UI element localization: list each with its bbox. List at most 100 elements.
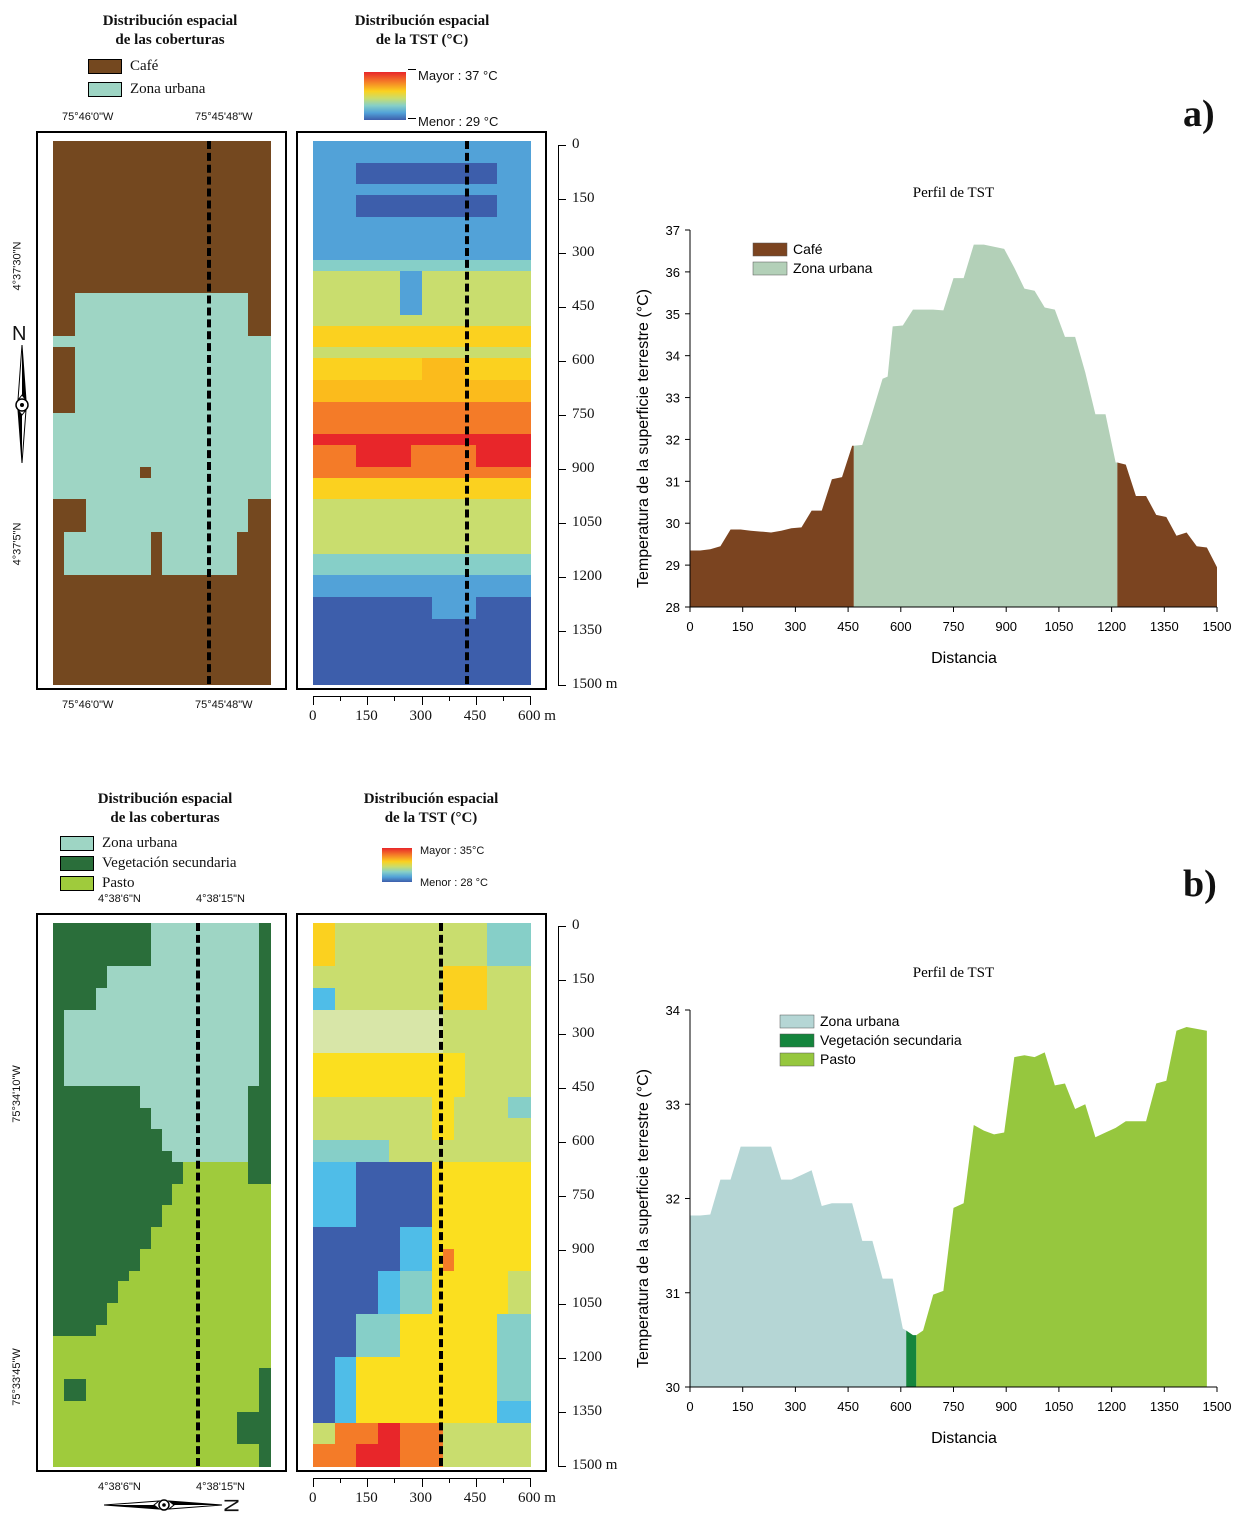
cover-cell [248,1400,260,1413]
tst-cell [323,195,336,207]
cover-cell [237,1064,249,1076]
tst-cell [432,1389,444,1402]
tst-cell [378,1031,390,1044]
profile-area-pasto [916,1026,1207,1387]
tst-cell [454,1400,466,1413]
cover-cell [161,1172,173,1185]
tst-cell [508,423,520,435]
cover-cell [128,184,141,196]
tst-cell [313,1172,325,1185]
cover-cell [63,293,76,305]
tst-cell [378,369,390,381]
profile-area-café [1117,462,1217,607]
tst-cell [410,390,423,403]
tst-cell [443,977,455,989]
tst-cell [443,1183,455,1196]
cover-cell [63,227,76,240]
cover-cell [248,1118,260,1130]
y-tick-label: 32 [666,1192,680,1207]
tst-cell [443,1151,455,1163]
tst-cell [399,662,412,674]
cover-cell [107,1379,119,1391]
cover-cell [118,607,130,620]
tst-cell [475,510,488,522]
tst-cell [345,401,357,414]
cover-cell [150,466,163,479]
cover-cell [161,651,173,663]
tst-cell [399,1151,412,1163]
tst-cell [464,1281,477,1293]
tst-cell [443,466,455,479]
tst-cell [345,988,357,1000]
cover-cell [63,1151,76,1163]
tst-cell [313,401,325,414]
tst-cell [410,282,423,294]
cover-cell [259,1368,271,1380]
cover-cell [74,999,87,1011]
cover-cell [204,1118,217,1130]
cover-cell [204,1075,217,1087]
tst-cell [345,325,357,338]
tst-cell [519,1270,531,1282]
cover-cell [259,1053,271,1065]
cover-cell [74,1085,87,1098]
tst-cell [443,1064,455,1076]
cover-cell [118,923,130,935]
tst-cell [313,1205,325,1217]
tst-cell [443,1324,455,1337]
tst-cell [367,1031,379,1044]
tst-cell [388,1161,401,1174]
tst-cell [313,325,325,338]
tst-cell [334,423,347,435]
tst-cell [399,607,412,620]
distance-tick-label: 750 [572,406,595,422]
tst-cell [508,1248,520,1261]
cover-cell [139,944,152,957]
cover-cell [96,325,108,338]
cover-cell [150,217,163,229]
tst-cell [334,553,347,566]
cover-cell [204,1107,217,1120]
cover-cell [74,1270,87,1282]
cover-cell [74,575,87,587]
tst-cell [345,499,357,511]
cover-cell [74,151,87,164]
tst-cell [475,1379,488,1391]
tst-cell [410,238,423,251]
tst-cell [367,988,379,1000]
tst-cell [313,564,325,576]
tst-cell [443,1129,455,1141]
cover-cell [118,195,130,207]
tst-cell [367,1281,379,1293]
tst-cell [464,597,477,609]
cover-cell [74,542,87,555]
cover-cell [183,586,195,598]
tst-cell [334,488,347,500]
tst-cell [421,1411,433,1424]
cover-cell [172,1270,184,1282]
tst-cell [313,1194,325,1206]
cover-cell [161,1346,173,1358]
tst-cell [464,999,477,1011]
cover-cell [96,521,108,533]
cover-cell [53,651,65,663]
tst-cell [378,1444,390,1456]
cover-cell [107,1216,119,1228]
cover-cell [215,988,228,1000]
cover-cell [53,923,65,935]
cover-cell [248,466,260,479]
tst-cell [378,999,390,1011]
cover-cell [161,977,173,989]
tst-cell [443,1335,455,1348]
tst-cell [399,412,412,424]
tst-cell [497,1042,509,1054]
tst-cell [356,173,368,186]
chart-legend-label: Zona urbana [820,1013,900,1029]
cover-cell [172,249,184,262]
tst-cell [464,488,477,500]
cover-cell [183,358,195,370]
tst-cell [443,282,455,294]
tst-cell [486,184,499,196]
x-tick-label: 0 [686,619,693,634]
tst-cell [475,1281,488,1293]
